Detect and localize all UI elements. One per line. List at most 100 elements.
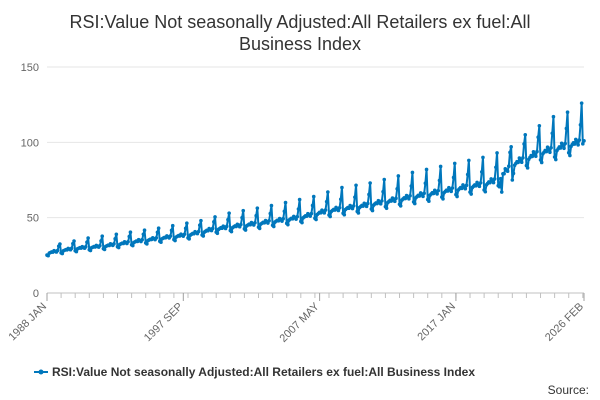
data-point xyxy=(393,199,397,204)
data-point xyxy=(478,181,483,185)
data-point xyxy=(525,166,530,170)
data-point xyxy=(412,201,417,206)
data-point xyxy=(572,142,577,146)
data-point xyxy=(537,123,542,128)
x-tick-label: 2007 MAY xyxy=(277,300,322,345)
data-point xyxy=(201,234,206,238)
data-point xyxy=(554,157,558,162)
data-point xyxy=(565,110,570,114)
data-point xyxy=(523,133,528,137)
x-tick-label: 2017 JAN xyxy=(415,301,458,344)
data-point xyxy=(86,236,90,240)
data-point xyxy=(199,218,203,223)
x-tick-label: 1988 JAN xyxy=(6,301,49,344)
y-tick-label: 50 xyxy=(27,213,39,225)
data-point xyxy=(268,211,273,216)
data-point xyxy=(253,220,257,225)
data-point xyxy=(427,199,431,204)
data-point xyxy=(465,172,470,177)
data-point xyxy=(69,246,74,251)
data-point xyxy=(464,183,469,188)
data-point xyxy=(351,204,356,208)
legend-label[interactable]: RSI:Value Not seasonally Adjusted:All Re… xyxy=(52,365,475,379)
x-tick-label: 1997 SEP xyxy=(142,301,186,345)
chart-title-line-2: Business Index xyxy=(239,34,361,54)
data-point xyxy=(145,242,149,246)
data-point xyxy=(508,150,512,155)
data-point xyxy=(558,146,563,150)
data-point xyxy=(168,234,173,238)
data-point xyxy=(423,181,428,186)
legend[interactable]: RSI:Value Not seasonally Adjusted:All Re… xyxy=(34,365,475,379)
data-point xyxy=(575,140,579,144)
data-point xyxy=(548,150,552,155)
data-point xyxy=(577,138,582,142)
data-point xyxy=(224,224,229,229)
data-point xyxy=(477,184,482,189)
data-point xyxy=(197,223,202,228)
data-point xyxy=(502,171,506,176)
data-point xyxy=(498,176,503,181)
data-point xyxy=(128,230,133,235)
data-point xyxy=(424,167,429,172)
data-point xyxy=(481,155,485,160)
data-point xyxy=(436,188,441,193)
data-point xyxy=(380,199,384,203)
data-point xyxy=(497,184,502,189)
data-point xyxy=(521,155,525,160)
data-point xyxy=(286,222,290,227)
data-point xyxy=(85,240,89,244)
data-point xyxy=(410,170,415,175)
data-point xyxy=(573,137,578,142)
data-point xyxy=(342,212,347,217)
grid-lines xyxy=(47,66,584,294)
data-point xyxy=(58,242,62,246)
data-point xyxy=(112,242,116,246)
data-point xyxy=(449,189,454,194)
data-point xyxy=(257,226,262,231)
data-point xyxy=(455,194,459,199)
data-point xyxy=(328,214,332,219)
data-point xyxy=(271,224,276,229)
data-point xyxy=(530,154,535,159)
data-point xyxy=(239,222,243,227)
data-point xyxy=(422,191,426,196)
data-point xyxy=(156,226,161,231)
data-point xyxy=(492,177,497,181)
data-point xyxy=(127,234,132,239)
data-point xyxy=(254,213,258,218)
data-point xyxy=(353,195,357,199)
data-point xyxy=(367,192,371,197)
y-tick-label: 150 xyxy=(21,62,39,74)
data-point xyxy=(396,174,401,178)
data-point xyxy=(356,211,361,215)
data-point xyxy=(182,232,187,237)
data-point xyxy=(407,197,411,201)
data-point xyxy=(576,143,580,147)
data-point xyxy=(74,249,79,254)
data-point xyxy=(281,216,285,221)
data-point xyxy=(479,170,484,174)
data-point xyxy=(210,226,215,231)
data-point xyxy=(255,206,260,210)
data-point xyxy=(550,131,555,136)
y-tick-label: 100 xyxy=(21,137,39,149)
data-point xyxy=(113,237,117,241)
data-point xyxy=(283,200,288,205)
data-point xyxy=(173,238,177,243)
data-point xyxy=(196,229,201,234)
data-point xyxy=(578,123,583,127)
data-point xyxy=(155,230,160,235)
series-line xyxy=(46,102,585,257)
data-point xyxy=(384,206,389,211)
data-point xyxy=(326,190,330,194)
data-point xyxy=(536,135,540,139)
data-point xyxy=(243,228,248,232)
data-point xyxy=(226,217,230,222)
data-point xyxy=(499,190,504,194)
data-point xyxy=(408,194,412,198)
data-point xyxy=(141,232,146,237)
data-point xyxy=(395,187,399,191)
data-point xyxy=(381,189,385,194)
data-point xyxy=(463,186,468,191)
